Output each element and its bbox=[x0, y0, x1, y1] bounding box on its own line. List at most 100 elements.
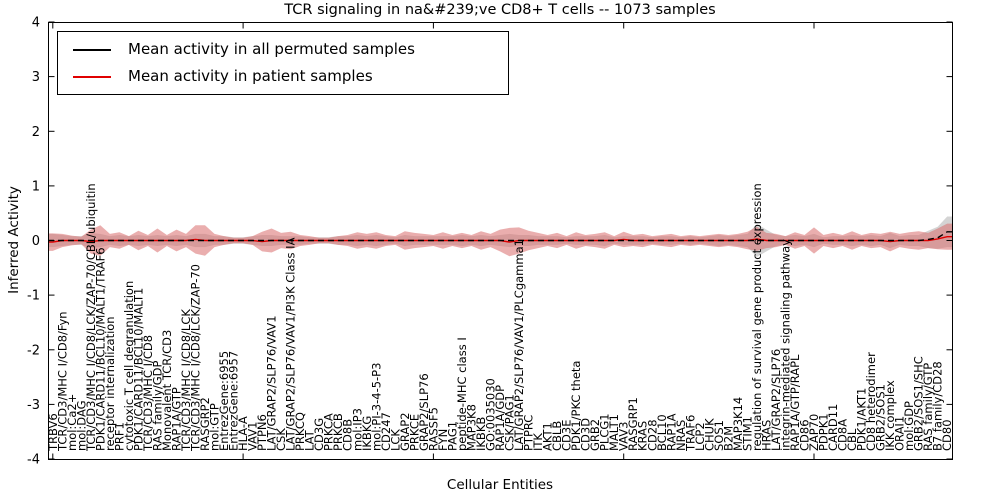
x-tick-label: CD3G bbox=[312, 418, 326, 451]
x-tick-label: mol:Ca2+ bbox=[65, 394, 79, 451]
x-axis-label: Cellular Entities bbox=[446, 477, 554, 493]
x-tick-label: IKK complex bbox=[883, 380, 897, 451]
legend-label-patient: Mean activity in patient samples bbox=[128, 67, 373, 85]
x-tick-label: B7 family/CD28 bbox=[931, 361, 945, 451]
x-tick-label: ORAI1 bbox=[893, 416, 907, 451]
x-tick-label: mol:PI-3-4-5-P3 bbox=[369, 363, 383, 451]
x-tick-label: RASGRP1 bbox=[626, 397, 640, 451]
y-tick-label: 0 bbox=[32, 234, 40, 249]
x-tick-label: CBL bbox=[845, 428, 859, 451]
x-tick-label: MAP3K8 bbox=[465, 404, 479, 451]
x-tick-label: EntrezGene:6957 bbox=[227, 351, 241, 451]
x-tick-label: TCR/CD3/MHC I/CD8 bbox=[141, 335, 155, 452]
x-tick-label: PDPK1 bbox=[817, 413, 831, 451]
legend-entry-patient: Mean activity in patient samples bbox=[58, 69, 508, 84]
x-tick-label: RASSF5 bbox=[426, 407, 440, 451]
x-tick-label: AKT1 bbox=[541, 422, 555, 451]
x-tick-label: TCR/CD3/MHC I/CD8/LCK/ZAP-70 bbox=[189, 264, 203, 452]
y-tick-label: -4 bbox=[27, 453, 40, 468]
x-tick-label: regulation of survival gene product expr… bbox=[750, 183, 764, 451]
x-tick-label: LAT/GRAP2/SLP76/VAV1 bbox=[265, 315, 279, 451]
x-tick-label: TRAF6 bbox=[683, 415, 697, 452]
x-tick-label: RAP1A/GDP bbox=[493, 385, 507, 451]
x-tick-label: CD80 bbox=[940, 419, 954, 451]
x-tick-label: CD3E bbox=[560, 420, 574, 451]
legend-line-red bbox=[73, 75, 111, 78]
legend-entry-permuted: Mean activity in all permuted samples bbox=[58, 42, 508, 57]
legend-line-black bbox=[73, 48, 111, 51]
x-tick-label: RAP1A/GTP bbox=[170, 387, 184, 451]
x-tick-label: RAS family/GTP bbox=[921, 363, 935, 451]
x-tick-label: CHUK bbox=[702, 418, 716, 451]
x-tick-label: BCL10 bbox=[655, 414, 669, 451]
x-tick-label: IKBKB bbox=[474, 417, 488, 451]
x-tick-label: MALT1 bbox=[607, 414, 621, 451]
x-tick-label: GRB2 bbox=[588, 419, 602, 451]
x-tick-label: PDK1/PKC theta bbox=[569, 361, 583, 451]
x-tick-label: peptide-MHC class I bbox=[455, 337, 469, 451]
permuted-mean-line bbox=[48, 231, 952, 242]
x-tick-label: KRAS bbox=[636, 421, 650, 451]
x-tick-label: PRKCE bbox=[407, 414, 421, 451]
legend-label-permuted: Mean activity in all permuted samples bbox=[128, 40, 415, 58]
x-tick-label: GRB2/SOS1/SHC bbox=[912, 356, 926, 451]
x-tick-label: GO:0035030 bbox=[484, 378, 498, 451]
x-tick-label: receptor internalization bbox=[103, 316, 117, 451]
x-tick-label: VAV1 bbox=[246, 422, 260, 451]
x-tick-label: mol:IP3 bbox=[350, 408, 364, 451]
x-tick-label: CD8A bbox=[836, 419, 850, 451]
x-tick-label: CD86 bbox=[798, 419, 812, 451]
x-tick-label: GRAP2 bbox=[398, 412, 412, 451]
y-axis-label: Inferred Activity bbox=[6, 186, 22, 294]
x-tick-label: CD3D bbox=[579, 418, 593, 451]
x-tick-label: mol:GDP bbox=[902, 401, 916, 451]
x-tick-label: LAT bbox=[303, 429, 317, 451]
x-tick-label: ITK bbox=[531, 433, 545, 451]
x-tick-label: PTPRC bbox=[522, 415, 536, 451]
x-tick-label: GRAP2/SLP76 bbox=[417, 373, 431, 451]
x-tick-label: PAG1 bbox=[445, 421, 459, 451]
x-tick-label: PRKCB bbox=[331, 413, 345, 451]
x-tick-label: LAT/GRAP2/SLP76/VAV1/PI3K Class IA bbox=[284, 237, 298, 451]
y-tick-label: 3 bbox=[32, 70, 40, 85]
x-tick-label: PLCG1 bbox=[598, 413, 612, 451]
x-tick-label: cytotoxic T cell degranulation bbox=[122, 281, 136, 451]
x-tick-label: HRAS bbox=[759, 420, 773, 451]
x-tick-label: RAS family/GDP bbox=[150, 361, 164, 451]
x-tick-label: mol:DAG bbox=[74, 400, 88, 451]
x-tick-label: LAT/GRAP2/SLP76 bbox=[769, 349, 783, 451]
x-tick-label: NRAS bbox=[674, 420, 688, 451]
chart-title: TCR signaling in na&#239;ve CD8+ T cells… bbox=[284, 2, 716, 18]
x-tick-label: CD247 bbox=[379, 412, 393, 451]
legend: Mean activity in all permuted samples Me… bbox=[57, 31, 509, 95]
x-tick-label: RAP1A bbox=[664, 413, 678, 451]
x-tick-label: PDK1/CARD11/BCL10/MALT1 bbox=[131, 288, 145, 451]
x-tick-label: CD28 bbox=[645, 419, 659, 451]
x-tick-label: CD8B bbox=[341, 419, 355, 451]
y-axis-ticks bbox=[48, 21, 953, 460]
x-tick-label: LCK bbox=[388, 429, 402, 451]
y-tick-label: 2 bbox=[32, 125, 40, 140]
x-tick-label: PRKCA bbox=[322, 413, 336, 451]
x-tick-label: RASGRP2 bbox=[198, 397, 212, 451]
x-tick-label: HLA-A bbox=[236, 416, 250, 451]
x-tick-label: TCR/CD3/MHC I/CD8/LCK/ZAP-70/CBL/ubiquit… bbox=[84, 183, 98, 452]
x-tick-label: STIM1 bbox=[740, 416, 754, 451]
x-tick-label: PRF1 bbox=[112, 422, 126, 451]
x-tick-label: ZAP70 bbox=[807, 414, 821, 451]
x-tick-label: VAV3 bbox=[617, 422, 631, 451]
x-tick-label: TCR/CD3/MHC I/CD8/Fyn bbox=[55, 311, 69, 452]
x-tick-label: IKBKG bbox=[360, 416, 374, 451]
x-tick-label: EntrezGene:6955 bbox=[217, 351, 231, 451]
x-tick-label: integrin-mediated signaling pathway bbox=[779, 239, 793, 451]
x-tick-label: B2M bbox=[721, 426, 735, 451]
x-tick-label: MAP3K14 bbox=[731, 397, 745, 451]
x-tick-label: RAP1A/GTP/RAPL bbox=[788, 354, 802, 451]
x-tick-label: mol:GTP bbox=[208, 403, 222, 451]
y-tick-label: 1 bbox=[32, 179, 40, 194]
x-tick-label: PDK1/AKT1 bbox=[855, 388, 869, 451]
x-tick-label: Monovalent TCR/CD3 bbox=[160, 330, 174, 451]
